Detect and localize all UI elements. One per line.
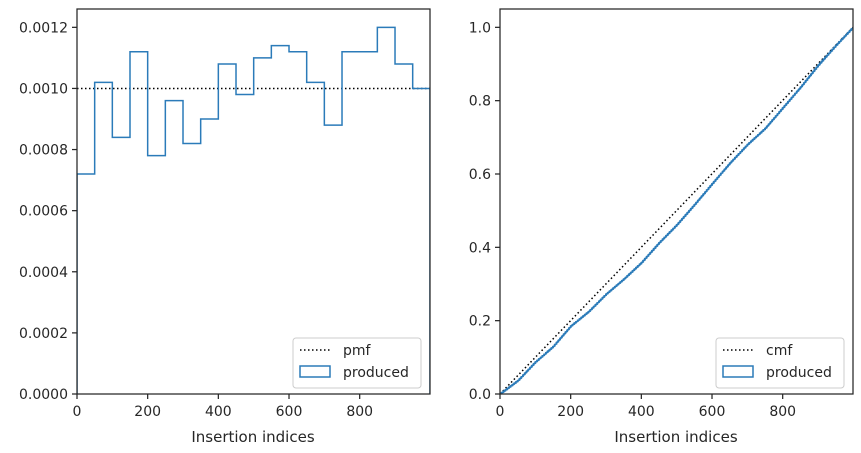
cmf-produced-cdf-line (500, 27, 853, 394)
pmf-axes-frame (76, 8, 431, 395)
cmf-y-tick-label: 0.2 (469, 314, 491, 330)
pmf-y-tick-label: 0.0006 (19, 204, 68, 220)
cmf-reference-line (500, 26, 853, 394)
pmf-y-tick-label: 0.0002 (19, 326, 68, 342)
cmf-x-axis-label: Insertion indices (614, 428, 737, 446)
produced-cdf-legend-label: produced (766, 365, 832, 381)
produced-legend-label: produced (343, 365, 409, 381)
pmf-y-tick-label: 0.0010 (19, 81, 68, 97)
cmf-legend: cmf produced (715, 337, 845, 389)
cmf-x-tick-label: 200 (557, 404, 584, 420)
produced-cdf-legend-handle (722, 365, 754, 378)
pmf-x-axis-label: Insertion indices (191, 428, 314, 446)
pmf-x-tick-label: 800 (346, 404, 373, 420)
cmf-x-tick-label: 600 (699, 404, 726, 420)
cmf-axes-frame (499, 8, 854, 395)
pmf-x-tick-label: 200 (134, 404, 161, 420)
cmf-chart-panel: 0 200 400 600 800 0.0 0.2 0.4 0.6 0.8 1.0 Insertio… (469, 8, 854, 446)
pmf-chart-panel: 0 200 400 600 800 0.0000 0.0002 0.0004 0.0006 0.0… (19, 8, 431, 446)
pmf-y-tick-label: 0.0004 (19, 265, 68, 281)
pmf-y-tick-label: 0.0012 (19, 20, 68, 36)
cmf-y-tick-label: 0.6 (469, 167, 491, 183)
pmf-produced-histogram (77, 26, 430, 394)
cmf-y-tick-label: 1.0 (469, 20, 491, 36)
cmf-x-tick-label: 800 (769, 404, 796, 420)
pmf-x-tick-label: 0 (73, 404, 82, 420)
cmf-x-tick-label: 0 (496, 404, 505, 420)
pmf-legend-label: pmf (343, 343, 372, 359)
pmf-x-tick-label: 400 (205, 404, 232, 420)
produced-legend-handle (299, 365, 331, 378)
cmf-legend-label: cmf (766, 343, 793, 359)
pmf-x-tick-label: 600 (276, 404, 303, 420)
cmf-x-tick-label: 400 (628, 404, 655, 420)
cmf-y-tick-label: 0.8 (469, 94, 491, 110)
pmf-y-tick-label: 0.0008 (19, 143, 68, 159)
cmf-y-tick-label: 0.0 (469, 387, 491, 403)
pmf-y-tick-label: 0.0000 (19, 387, 68, 403)
pmf-legend: pmf produced (292, 337, 422, 389)
cmf-y-tick-label: 0.4 (469, 240, 491, 256)
